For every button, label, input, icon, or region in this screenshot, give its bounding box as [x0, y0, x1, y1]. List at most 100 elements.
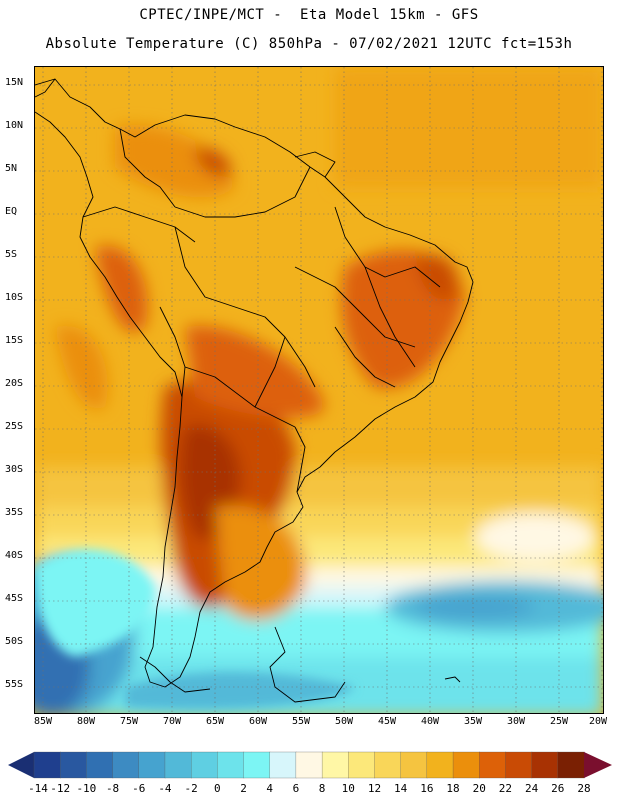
colorbar-swatch — [400, 751, 428, 779]
coastlines-and-borders — [35, 78, 474, 703]
tierra-del-fuego — [139, 656, 211, 693]
lon-label-50w: 50W — [334, 716, 354, 727]
lon-label-85w: 85W — [33, 716, 53, 727]
colorbar-swatch — [557, 751, 585, 779]
lat-label-10s: 10S — [5, 292, 24, 303]
lon-label-55w: 55W — [291, 716, 311, 727]
colorbar-swatch — [269, 751, 297, 779]
lon-label-70w: 70W — [162, 716, 182, 727]
border-brazil-state-1 — [334, 206, 441, 288]
border-colombia — [119, 128, 176, 208]
lon-label-60w: 60W — [248, 716, 268, 727]
colorbar-label: 28 — [577, 782, 591, 795]
lat-label-30s: 30S — [5, 464, 24, 475]
south-america-coastline — [35, 78, 474, 688]
title-line-2: Absolute Temperature (C) 850hPa - 07/02/… — [45, 36, 573, 52]
lat-label-15s: 15S — [5, 335, 24, 346]
colorbar-swatch — [531, 751, 559, 779]
colorbar-label: 6 — [292, 782, 300, 795]
colorbar-label: -10 — [76, 782, 97, 795]
lon-label-80w: 80W — [76, 716, 96, 727]
colorbar-swatch — [426, 751, 454, 779]
lon-label-35w: 35W — [463, 716, 483, 727]
colorbar-swatch — [112, 751, 140, 779]
field-pale-patch-atlantic — [475, 513, 595, 561]
border-venezuela-brazil — [174, 166, 311, 218]
border-argentina-north — [184, 366, 256, 408]
colorbar-label: -12 — [50, 782, 71, 795]
lon-label-75w: 75W — [119, 716, 139, 727]
border-peru-bolivia — [159, 306, 186, 398]
colorbar-swatch — [348, 751, 376, 779]
colorbar-label: 26 — [551, 782, 565, 795]
colorbar-label: -4 — [158, 782, 172, 795]
colorbar-swatch — [479, 751, 507, 779]
border-brazil-state-3 — [334, 326, 396, 388]
colorbar-swatch — [86, 751, 114, 779]
field-warm-patagonia — [215, 505, 307, 621]
colorbar-label: 4 — [266, 782, 274, 795]
field-patch-ne-ocean — [335, 67, 603, 187]
colorbar-label: 10 — [341, 782, 355, 795]
title-line-1: CPTEC/INPE/MCT - Eta Model 15km - GFS — [139, 7, 479, 23]
field-warm-andes-north — [95, 245, 148, 333]
colorbar — [8, 751, 612, 779]
colorbar-label: 24 — [524, 782, 539, 795]
colorbar-label: 8 — [318, 782, 326, 795]
lon-label-30w: 30W — [506, 716, 526, 727]
colorbar-label: -2 — [184, 782, 198, 795]
lon-label-25w: 25W — [549, 716, 569, 727]
colorbar-swatch — [60, 751, 88, 779]
colorbar-swatch — [295, 751, 323, 779]
colorbar-label: -6 — [132, 782, 146, 795]
lat-label-45s: 45S — [5, 593, 24, 604]
lat-label-5n: 5N — [5, 163, 18, 174]
border-uruguay — [294, 426, 306, 493]
lat-label-50s: 50S — [5, 636, 24, 647]
lat-label-55s: 55S — [5, 679, 24, 690]
lon-label-65w: 65W — [205, 716, 225, 727]
lat-label-10n: 10N — [5, 120, 24, 131]
temperature-shading-detail — [35, 549, 355, 710]
colorbar-label: -8 — [105, 782, 120, 795]
colorbar-label: 12 — [367, 782, 382, 795]
colorbar-swatch — [452, 751, 480, 779]
colorbar-label: 22 — [498, 782, 513, 795]
colorbar-swatch — [243, 751, 271, 779]
colorbar-label: 2 — [240, 782, 247, 795]
colorbar-swatches — [33, 751, 585, 779]
lat-label-35s: 35S — [5, 507, 24, 518]
temperature-field-map — [35, 67, 603, 713]
colorbar-swatch — [138, 751, 166, 779]
lat-label-20s: 20S — [5, 378, 24, 389]
colorbar-label: 16 — [420, 782, 434, 795]
lon-label-40w: 40W — [420, 716, 440, 727]
colorbar-under-arrow — [8, 752, 34, 778]
field-cool-drake — [125, 672, 355, 710]
border-brazil-state-4 — [364, 266, 416, 368]
lat-label-40s: 40S — [5, 550, 24, 561]
colorbar-swatch — [164, 751, 192, 779]
field-cold-tongue-core — [415, 595, 535, 619]
falklands-and-tierra-del-fuego — [269, 626, 346, 703]
lat-label-15n: 15N — [5, 77, 24, 88]
south-georgia — [444, 676, 461, 683]
field-warm-venezuela-core — [195, 147, 232, 177]
field-warm-venezuela — [115, 125, 235, 198]
colorbar-swatch — [505, 751, 533, 779]
field-warm-chaco — [185, 325, 325, 418]
colorbar-swatch — [374, 751, 402, 779]
border-bolivia-brazil — [174, 226, 316, 388]
central-america-coast — [35, 78, 56, 98]
guianas-coast — [294, 151, 336, 178]
graticule — [35, 67, 603, 713]
colorbar-label: 0 — [214, 782, 221, 795]
border-brazil-state-2 — [294, 266, 416, 348]
colorbar-swatch — [217, 751, 245, 779]
lon-label-45w: 45W — [377, 716, 397, 727]
map-panel[interactable] — [34, 66, 604, 714]
colorbar-swatch — [33, 751, 61, 779]
field-warm-ne-brazil-core — [415, 254, 458, 300]
field-cool-pacific — [35, 549, 155, 657]
lat-label-5s: 5S — [5, 249, 18, 260]
